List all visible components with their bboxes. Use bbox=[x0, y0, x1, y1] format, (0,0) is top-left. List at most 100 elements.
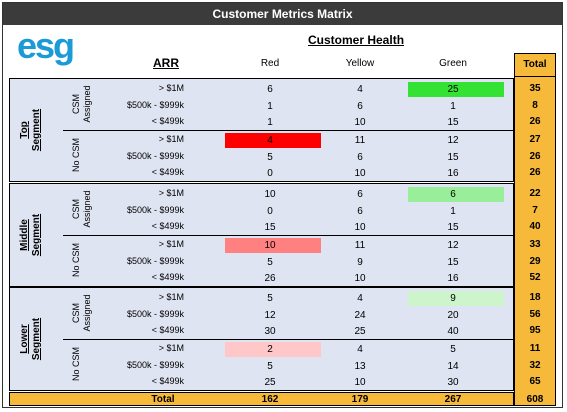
red-value: 0 bbox=[267, 168, 273, 179]
yellow-value: 9 bbox=[357, 256, 363, 268]
row-total: 26 bbox=[529, 167, 541, 178]
esg-logo: esg bbox=[17, 25, 79, 75]
logo-text: esg bbox=[17, 25, 75, 66]
green-value: 40 bbox=[447, 326, 459, 337]
green-value: 6 bbox=[450, 189, 456, 200]
yellow-value: 24 bbox=[354, 309, 366, 321]
row-total: 95 bbox=[529, 325, 541, 336]
green-value: 1 bbox=[450, 100, 456, 112]
green-value: 15 bbox=[447, 256, 459, 268]
group-divider bbox=[63, 130, 514, 131]
green-value: 15 bbox=[447, 117, 459, 128]
yellow-value: 10 bbox=[354, 168, 366, 179]
red-value: 15 bbox=[264, 222, 276, 233]
group-divider bbox=[63, 339, 514, 340]
green-value: 16 bbox=[447, 168, 459, 179]
red-value: 4 bbox=[267, 135, 273, 146]
row-total: 22 bbox=[529, 188, 541, 199]
arr-label: $500k - $999k bbox=[126, 308, 184, 319]
arr-label: $500k - $999k bbox=[126, 204, 184, 215]
green-value: 12 bbox=[447, 135, 459, 146]
red-value: 5 bbox=[267, 293, 273, 304]
highlight-cell bbox=[408, 291, 504, 306]
highlight-cell bbox=[225, 238, 321, 253]
csm-label: No CSM bbox=[71, 243, 81, 278]
row-total: 8 bbox=[532, 99, 538, 111]
total-column-header: Total bbox=[514, 53, 556, 77]
total-column bbox=[514, 53, 556, 406]
red-value: 10 bbox=[264, 240, 276, 251]
segment-label: Top Segment bbox=[19, 108, 42, 152]
segment-label: Middle Segment bbox=[19, 213, 42, 257]
csm-label: CSM Assigned bbox=[71, 294, 92, 332]
red-value: 5 bbox=[267, 360, 273, 372]
arr-label: < $499k bbox=[151, 272, 184, 282]
csm-label: No CSM bbox=[71, 138, 81, 173]
chart-title: Customer Metrics Matrix bbox=[3, 3, 562, 25]
green-value: 9 bbox=[450, 293, 456, 304]
highlight-cell bbox=[408, 82, 504, 97]
yellow-value: 6 bbox=[357, 100, 363, 112]
green-value: 12 bbox=[447, 240, 459, 251]
row-total: 65 bbox=[529, 376, 541, 387]
arr-label: < $499k bbox=[151, 221, 184, 231]
row-total: 33 bbox=[529, 239, 541, 250]
red-value: 30 bbox=[264, 326, 276, 337]
arr-label: $500k - $999k bbox=[126, 99, 184, 110]
matrix-frame: Customer Metrics Matrix esg Customer Hea… bbox=[2, 2, 563, 408]
arr-label: > $1M bbox=[158, 239, 184, 249]
arr-label: $500k - $999k bbox=[126, 359, 184, 370]
csm-label: CSM Assigned bbox=[71, 85, 92, 123]
red-value: 12 bbox=[264, 309, 276, 321]
red-value: 5 bbox=[267, 256, 273, 268]
red-value: 1 bbox=[267, 100, 273, 112]
highlight-cell bbox=[225, 133, 321, 148]
green-value: 15 bbox=[447, 222, 459, 233]
yellow-value: 10 bbox=[354, 377, 366, 388]
red-value: 26 bbox=[264, 273, 276, 284]
row-total: 11 bbox=[529, 343, 541, 354]
row-total: 40 bbox=[529, 221, 541, 232]
row-total: 7 bbox=[532, 204, 538, 216]
row-total: 26 bbox=[529, 150, 541, 162]
red-value: 2 bbox=[267, 344, 273, 355]
row-total: 18 bbox=[529, 292, 541, 303]
yellow-value: 6 bbox=[357, 189, 363, 200]
yellow-value: 25 bbox=[354, 326, 366, 337]
yellow-value: 6 bbox=[357, 151, 363, 163]
arr-label: < $499k bbox=[151, 325, 184, 335]
total-yellow: 179 bbox=[351, 394, 369, 405]
row-total: 52 bbox=[529, 272, 541, 283]
yellow-value: 4 bbox=[357, 293, 363, 304]
green-value: 5 bbox=[450, 344, 456, 355]
green-value: 14 bbox=[447, 360, 459, 372]
arr-label: < $499k bbox=[151, 376, 184, 386]
yellow-value: 10 bbox=[354, 222, 366, 233]
arr-label: > $1M bbox=[158, 134, 184, 144]
total-red: 162 bbox=[261, 394, 279, 405]
arr-label: > $1M bbox=[158, 292, 184, 302]
yellow-value: 10 bbox=[354, 117, 366, 128]
yellow-value: 11 bbox=[354, 135, 366, 146]
row-total: 56 bbox=[529, 308, 541, 320]
yellow-column-header: Yellow bbox=[345, 58, 375, 69]
green-value: 25 bbox=[447, 84, 459, 95]
arr-label: $500k - $999k bbox=[126, 255, 184, 266]
total-row-label: Total bbox=[151, 394, 175, 405]
arr-label: > $1M bbox=[158, 188, 184, 198]
arr-label: < $499k bbox=[151, 116, 184, 126]
arr-header: ARR bbox=[153, 56, 179, 70]
red-value: 25 bbox=[264, 377, 276, 388]
yellow-value: 13 bbox=[354, 360, 366, 372]
highlight-cell bbox=[408, 187, 504, 202]
arr-label: $500k - $999k bbox=[126, 150, 184, 161]
arr-label: < $499k bbox=[151, 167, 184, 177]
yellow-value: 11 bbox=[354, 240, 366, 251]
row-total: 32 bbox=[529, 359, 541, 371]
yellow-value: 4 bbox=[357, 84, 363, 95]
yellow-value: 10 bbox=[354, 273, 366, 284]
arr-label: > $1M bbox=[158, 83, 184, 93]
red-column-header: Red bbox=[260, 58, 280, 69]
group-divider bbox=[63, 235, 514, 236]
red-value: 0 bbox=[267, 205, 273, 217]
